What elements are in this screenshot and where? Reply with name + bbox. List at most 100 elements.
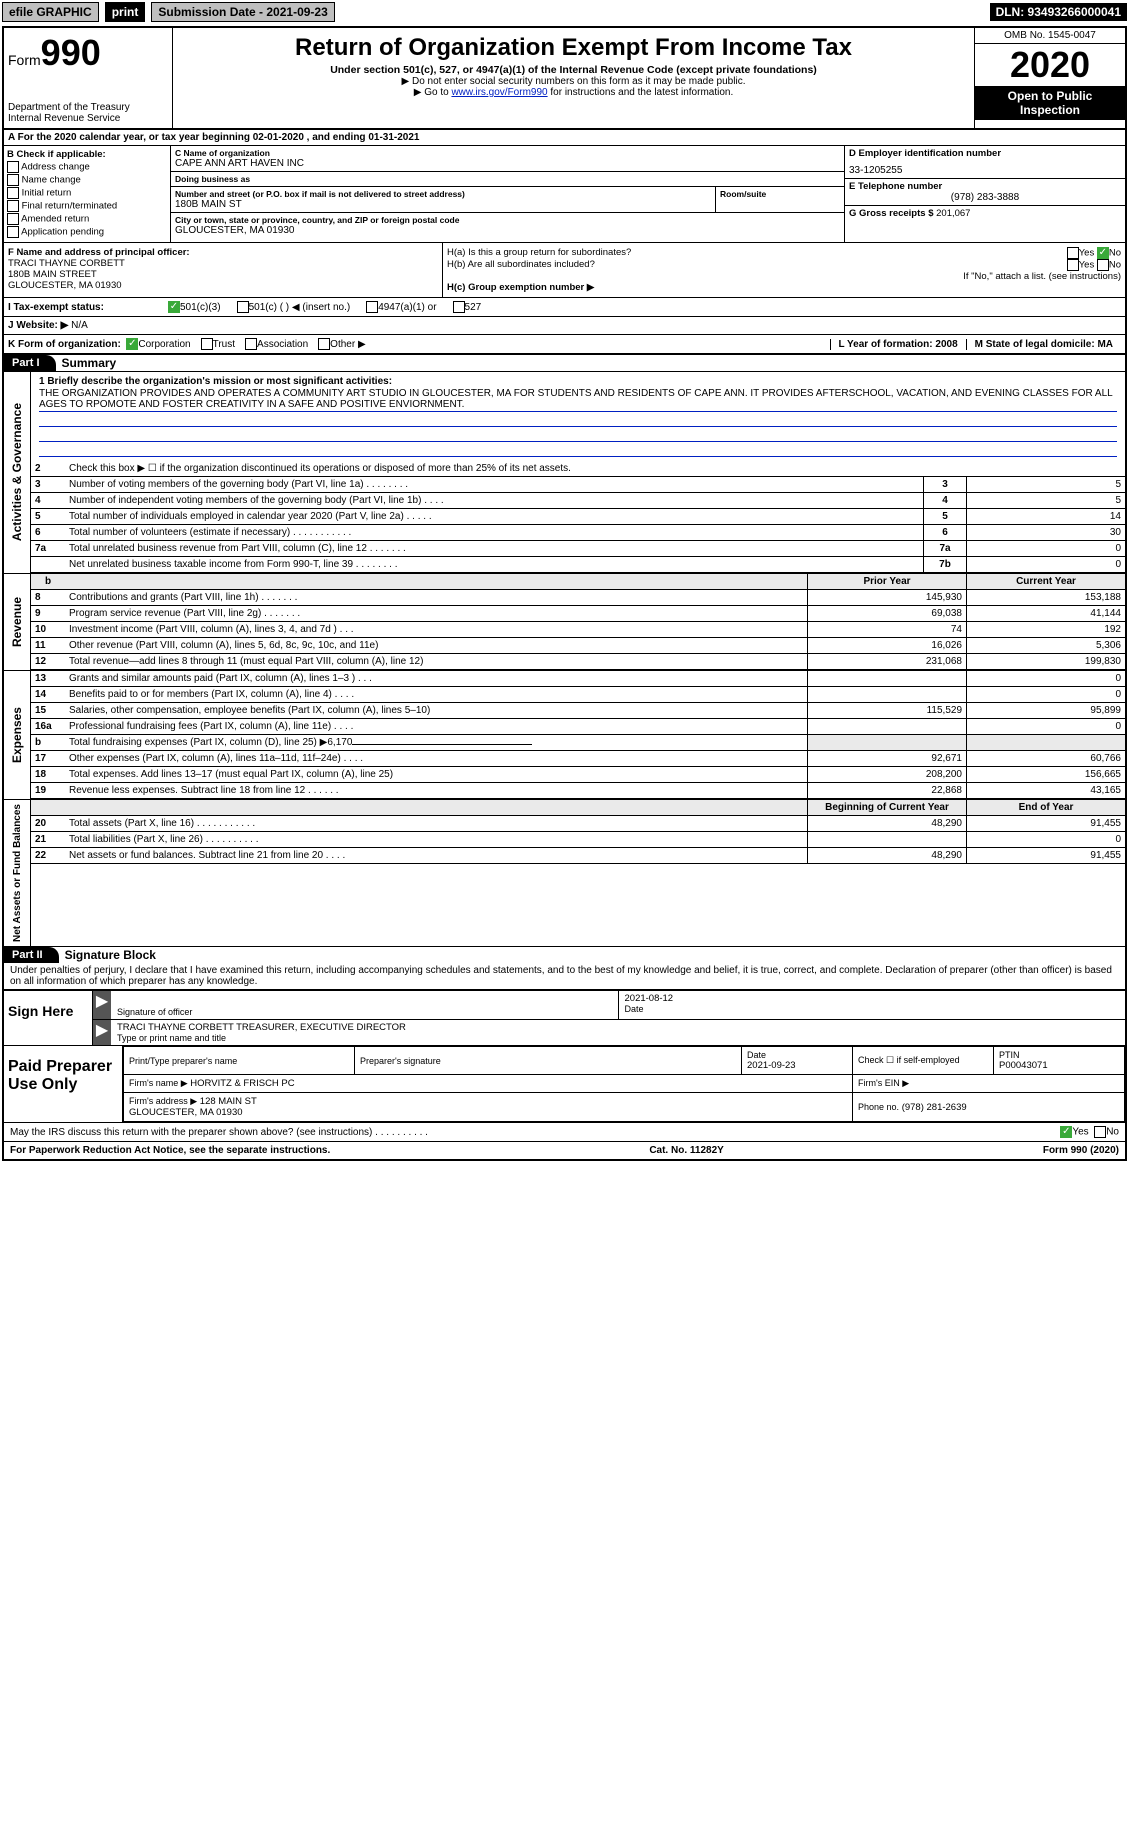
line-num: 8 bbox=[31, 590, 65, 606]
line-desc: Total unrelated business revenue from Pa… bbox=[65, 541, 924, 557]
chk-other[interactable] bbox=[318, 338, 330, 350]
opt-app-pending: Application pending bbox=[21, 227, 104, 238]
line-desc: Check this box ▶ ☐ if the organization d… bbox=[65, 461, 1125, 477]
ptin-label: PTIN bbox=[999, 1050, 1119, 1060]
year-formation: L Year of formation: 2008 bbox=[830, 339, 966, 350]
chk-assoc[interactable] bbox=[245, 338, 257, 350]
officer-name: TRACI THAYNE CORBETT bbox=[8, 258, 438, 269]
side-netassets: Net Assets or Fund Balances bbox=[10, 800, 25, 946]
side-expenses: Expenses bbox=[8, 703, 26, 767]
line-num: 7a bbox=[31, 541, 65, 557]
website-value: N/A bbox=[71, 320, 88, 331]
print-button[interactable]: print bbox=[105, 2, 146, 22]
line-prior: 92,671 bbox=[808, 751, 967, 767]
line-current: 60,766 bbox=[967, 751, 1126, 767]
row-a-period: A For the 2020 calendar year, or tax yea… bbox=[4, 130, 1125, 146]
box-de: D Employer identification number 33-1205… bbox=[844, 146, 1125, 242]
name-label: C Name of organization bbox=[175, 148, 840, 158]
form-title: Return of Organization Exempt From Incom… bbox=[177, 34, 970, 62]
line-prior: 22,868 bbox=[808, 783, 967, 799]
efile-button[interactable]: efile GRAPHIC bbox=[2, 2, 99, 22]
line-prior: 231,068 bbox=[808, 654, 967, 670]
chk-initial-return[interactable] bbox=[7, 187, 19, 199]
officer-addr2: GLOUCESTER, MA 01930 bbox=[8, 280, 438, 291]
sig-date: 2021-08-12 bbox=[625, 993, 1120, 1004]
part2-title: Signature Block bbox=[59, 948, 156, 962]
line-current: 0 bbox=[967, 671, 1126, 687]
opt-initial-return: Initial return bbox=[22, 188, 72, 199]
hdr-begin: Beginning of Current Year bbox=[808, 800, 967, 816]
line-desc: Salaries, other compensation, employee b… bbox=[65, 703, 808, 719]
chk-ha-no[interactable]: ✓ bbox=[1097, 247, 1109, 259]
hdr-end: End of Year bbox=[967, 800, 1126, 816]
prep-date-label: Date bbox=[747, 1050, 847, 1060]
chk-trust[interactable] bbox=[201, 338, 213, 350]
line-desc: Grants and similar amounts paid (Part IX… bbox=[65, 671, 808, 687]
firm-phone: (978) 281-2639 bbox=[902, 1102, 967, 1113]
may-irs-row: May the IRS discuss this return with the… bbox=[4, 1123, 1125, 1141]
chk-name-change[interactable] bbox=[7, 174, 19, 186]
prep-sig-label: Preparer's signature bbox=[360, 1056, 736, 1066]
line-num: 21 bbox=[31, 832, 65, 848]
tax-year: 2020 bbox=[975, 44, 1125, 86]
chk-ha-yes[interactable] bbox=[1067, 247, 1079, 259]
line-box: 7b bbox=[924, 557, 967, 573]
chk-corp[interactable]: ✓ bbox=[126, 338, 138, 350]
may-no: No bbox=[1106, 1127, 1119, 1138]
chk-may-no[interactable] bbox=[1094, 1126, 1106, 1138]
part1-title: Summary bbox=[56, 356, 117, 370]
chk-501c[interactable] bbox=[237, 301, 249, 313]
line-desc: Other expenses (Part IX, column (A), lin… bbox=[65, 751, 808, 767]
line-box: 4 bbox=[924, 493, 967, 509]
chk-527[interactable] bbox=[453, 301, 465, 313]
line-prior: 16,026 bbox=[808, 638, 967, 654]
line-current: 5,306 bbox=[967, 638, 1126, 654]
line-desc: Total number of individuals employed in … bbox=[65, 509, 924, 525]
submission-date-button[interactable]: Submission Date - 2021-09-23 bbox=[151, 2, 334, 22]
chk-4947[interactable] bbox=[366, 301, 378, 313]
ha-yes: Yes bbox=[1079, 248, 1095, 259]
chk-amended-return[interactable] bbox=[7, 213, 19, 225]
opt-4947: 4947(a)(1) or bbox=[378, 302, 436, 313]
row-k: K Form of organization: ✓ Corporation Tr… bbox=[4, 335, 1125, 355]
line-box: 7a bbox=[924, 541, 967, 557]
row-j: J Website: ▶ N/A bbox=[4, 317, 1125, 335]
city-value: GLOUCESTER, MA 01930 bbox=[175, 225, 840, 236]
hdr-blank bbox=[31, 800, 65, 816]
line-num: 12 bbox=[31, 654, 65, 670]
ha-no: No bbox=[1109, 248, 1121, 259]
entity-block: B Check if applicable: Address change Na… bbox=[4, 146, 1125, 243]
paid-preparer-label: Paid Preparer Use Only bbox=[4, 1046, 123, 1122]
firm-addr-label: Firm's address ▶ bbox=[129, 1096, 197, 1106]
sig-name: TRACI THAYNE CORBETT TREASURER, EXECUTIV… bbox=[117, 1022, 1119, 1033]
chk-app-pending[interactable] bbox=[7, 226, 19, 238]
line-num: 15 bbox=[31, 703, 65, 719]
chk-hb-no[interactable] bbox=[1097, 259, 1109, 271]
opt-other: Other ▶ bbox=[330, 339, 365, 350]
line-num: 16a bbox=[31, 719, 65, 735]
netassets-section: Net Assets or Fund Balances Beginning of… bbox=[4, 799, 1125, 947]
chk-501c3[interactable]: ✓ bbox=[168, 301, 180, 313]
hdr-blank2 bbox=[65, 800, 808, 816]
part2-tab: Part II bbox=[4, 947, 59, 963]
ha-label: H(a) Is this a group return for subordin… bbox=[447, 247, 631, 259]
hdr-blank: b bbox=[31, 574, 65, 590]
header-center: Return of Organization Exempt From Incom… bbox=[173, 28, 974, 128]
website-label: J Website: ▶ bbox=[8, 320, 68, 331]
line1-label: 1 Briefly describe the organization's mi… bbox=[39, 376, 1117, 387]
officer-block: F Name and address of principal officer:… bbox=[4, 243, 1125, 298]
irs-link[interactable]: www.irs.gov/Form990 bbox=[451, 87, 547, 98]
chk-may-yes[interactable]: ✓ bbox=[1060, 1126, 1072, 1138]
line-val: 5 bbox=[967, 493, 1126, 509]
line-prior: 74 bbox=[808, 622, 967, 638]
line-val: 30 bbox=[967, 525, 1126, 541]
arrow-icon: ▶ bbox=[93, 1020, 111, 1045]
chk-hb-yes[interactable] bbox=[1067, 259, 1079, 271]
jurat-text: Under penalties of perjury, I declare th… bbox=[4, 963, 1125, 990]
line-num: 6 bbox=[31, 525, 65, 541]
line-box: 3 bbox=[924, 477, 967, 493]
chk-final-return[interactable] bbox=[7, 200, 19, 212]
expenses-table: 13Grants and similar amounts paid (Part … bbox=[31, 671, 1125, 799]
chk-address-change[interactable] bbox=[7, 161, 19, 173]
open-inspection: Open to Public Inspection bbox=[975, 86, 1125, 120]
